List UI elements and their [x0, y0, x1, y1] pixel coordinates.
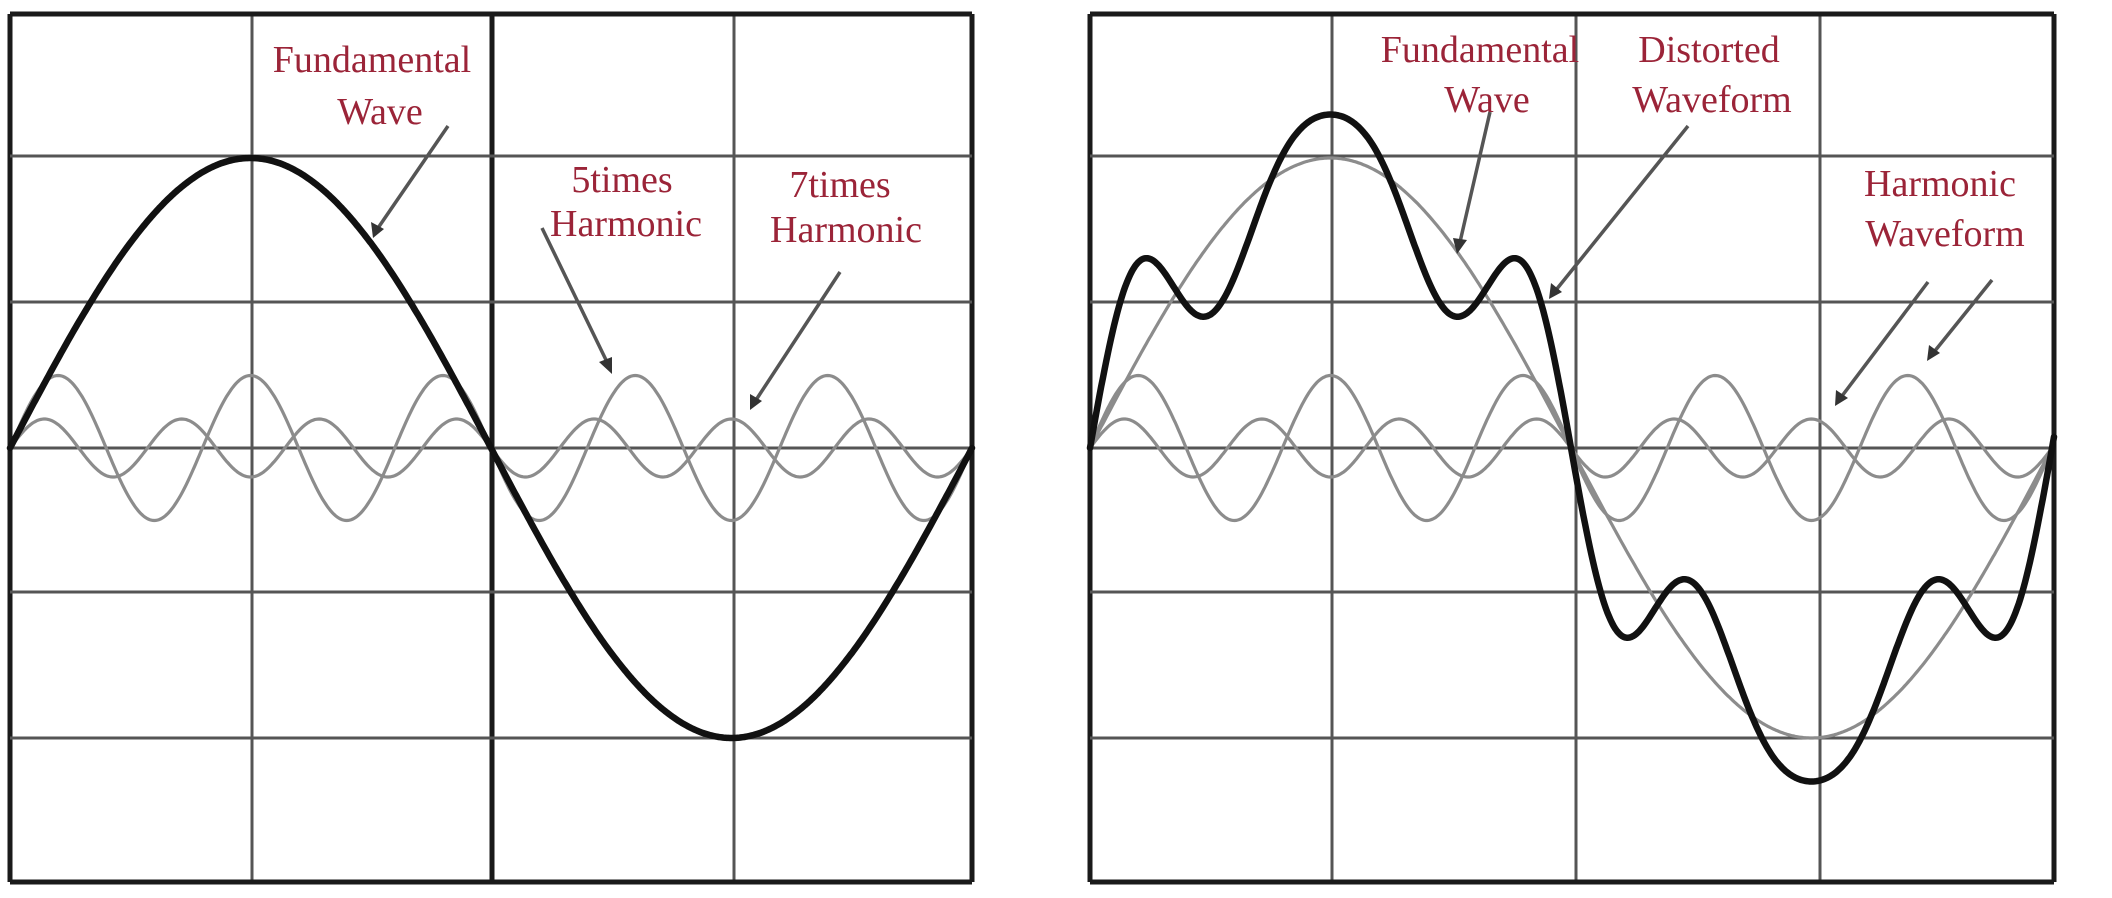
h7-arrow-head — [750, 394, 762, 410]
right-labels: Fundamental Wave Distorted Waveform Harm… — [1381, 29, 2025, 255]
harmonic-waveform-label-line1: Harmonic — [1864, 163, 2016, 205]
distorted-arrow — [1554, 124, 1690, 292]
fundamental-arrow — [376, 125, 450, 229]
left-labels: Fundamental Wave 5times Harmonic 7times … — [273, 39, 922, 251]
right-panel: Fundamental Wave Distorted Waveform Harm… — [1086, 11, 2058, 885]
distorted-arrow-head — [1549, 283, 1562, 299]
h5-harmonic-label-line1: 5times — [571, 159, 672, 201]
h7-arrow — [754, 271, 842, 401]
distorted-waveform-label-line2: Waveform — [1632, 79, 1791, 121]
left-waves — [6, 154, 976, 742]
right-fundamental-arrow-head — [1453, 238, 1467, 254]
fundamental-wave-label-line1: Fundamental — [273, 39, 471, 81]
fundamental-wave-label-line2: Wave — [337, 91, 423, 133]
fundamental-arrow-head — [371, 222, 384, 238]
harmonic-arrow-2 — [1932, 278, 1994, 354]
fundamental-wave — [6, 154, 976, 742]
h5-arrow-head — [599, 357, 612, 374]
distorted-waveform-label-line1: Distorted — [1638, 29, 1779, 71]
distorted-waveform — [1086, 111, 2058, 785]
right-fundamental-wave-label-line2: Wave — [1444, 79, 1530, 121]
harmonic-arrow-1-head — [1835, 390, 1848, 406]
right-fundamental-wave-label-line1: Fundamental — [1381, 29, 1579, 71]
right-arrows — [1453, 111, 1994, 406]
h7-harmonic-label-line2: Harmonic — [770, 209, 922, 251]
right-fundamental-arrow — [1458, 111, 1492, 243]
harmonic-arrow-2-head — [1927, 345, 1940, 361]
harmonic-arrow-1 — [1840, 280, 1930, 398]
h5-harmonic-label-line2: Harmonic — [550, 203, 702, 245]
h5-arrow — [540, 227, 609, 363]
h7-harmonic-label-line1: 7times — [789, 164, 890, 206]
left-arrows — [371, 125, 842, 410]
left-panel: Fundamental Wave 5times Harmonic 7times … — [6, 11, 976, 885]
harmonic-waveform-label-line2: Waveform — [1865, 213, 2024, 255]
right-waves — [1086, 111, 2058, 785]
